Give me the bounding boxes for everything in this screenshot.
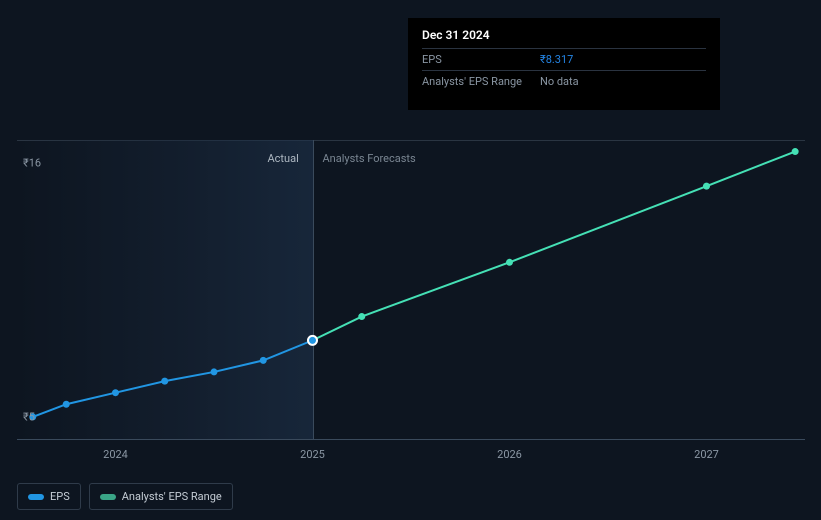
- x-axis-tick: 2025: [300, 448, 325, 461]
- eps-actual-point[interactable]: [112, 389, 119, 396]
- eps-actual-point[interactable]: [211, 368, 218, 375]
- eps-actual-point[interactable]: [161, 378, 168, 385]
- chart-tooltip: Dec 31 2024 EPS₹8.317Analysts' EPS Range…: [408, 18, 720, 110]
- eps-forecast-line: [313, 152, 796, 341]
- x-axis-tick: 2027: [694, 448, 719, 461]
- tooltip-row-label: Analysts' EPS Range: [422, 75, 540, 88]
- legend-swatch: [28, 494, 43, 500]
- y-axis-label: ₹16: [23, 157, 41, 170]
- eps-actual-point[interactable]: [260, 357, 267, 364]
- eps-forecast-point[interactable]: [792, 148, 799, 155]
- legend-swatch: [100, 494, 115, 500]
- tooltip-row-value: No data: [540, 75, 579, 88]
- legend-item[interactable]: EPS: [17, 483, 81, 510]
- x-axis-tick: 2024: [103, 448, 128, 461]
- highlight-point[interactable]: [308, 336, 317, 345]
- legend-item[interactable]: Analysts' EPS Range: [89, 483, 233, 510]
- x-axis-tick: 2026: [497, 448, 522, 461]
- chart-area: Actual Analysts Forecasts ₹5₹16: [17, 140, 805, 440]
- legend-label: EPS: [50, 490, 70, 503]
- x-axis-ticks: 2024 2025 2026 2027: [17, 448, 805, 464]
- chart-svg[interactable]: [17, 140, 805, 440]
- eps-actual-line: [33, 340, 313, 417]
- tooltip-row-label: EPS: [422, 53, 540, 66]
- y-axis-label: ₹5: [23, 410, 35, 423]
- eps-forecast-point[interactable]: [703, 183, 710, 190]
- tooltip-row: EPS₹8.317: [422, 48, 706, 70]
- tooltip-row-value: ₹8.317: [540, 53, 573, 66]
- tooltip-title: Dec 31 2024: [422, 28, 706, 42]
- tooltip-row: Analysts' EPS RangeNo data: [422, 70, 706, 92]
- eps-actual-point[interactable]: [63, 401, 70, 408]
- legend-label: Analysts' EPS Range: [122, 490, 222, 503]
- eps-forecast-point[interactable]: [506, 259, 513, 266]
- chart-legend: EPS Analysts' EPS Range: [17, 483, 233, 510]
- chart-bottom-border: [17, 439, 805, 440]
- eps-forecast-point[interactable]: [358, 313, 365, 320]
